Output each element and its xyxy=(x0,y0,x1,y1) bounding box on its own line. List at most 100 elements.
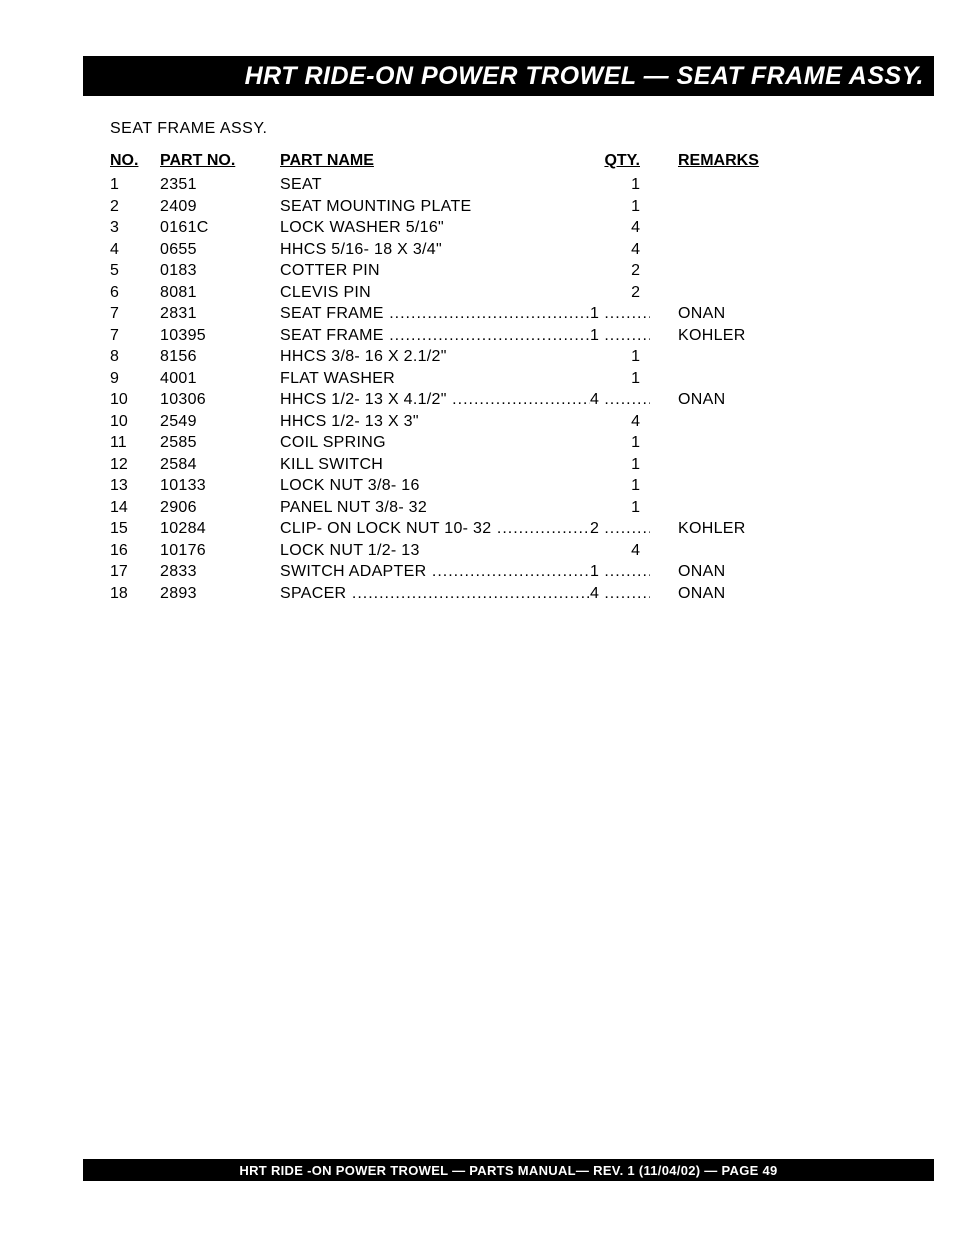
cell-no: 7 xyxy=(110,303,160,325)
cell-partno: 0161C xyxy=(160,217,280,239)
col-header-remarks: REMARKS xyxy=(650,152,770,170)
header-bar: HRT RIDE-ON POWER TROWEL — SEAT FRAME AS… xyxy=(83,56,934,96)
cell-partname: SEAT MOUNTING PLATE xyxy=(280,196,590,218)
cell-partname: PANEL NUT 3/8- 32 xyxy=(280,497,590,519)
cell-partno: 2351 xyxy=(160,174,280,196)
section-subtitle: SEAT FRAME ASSY. xyxy=(110,120,267,138)
cell-partno: 2409 xyxy=(160,196,280,218)
cell-partno: 0655 xyxy=(160,239,280,261)
table-row: 68081CLEVIS PIN2 xyxy=(110,282,770,304)
cell-qty: 1 xyxy=(590,475,650,497)
cell-no: 5 xyxy=(110,260,160,282)
cell-partno: 10284 xyxy=(160,518,280,540)
cell-qty: 2 xyxy=(590,260,650,282)
cell-qty: 1 xyxy=(590,432,650,454)
table-header-row: NO. PART NO. PART NAME QTY. REMARKS xyxy=(110,152,770,170)
cell-partno: 10306 xyxy=(160,389,280,411)
cell-partname: CLEVIS PIN xyxy=(280,282,590,304)
cell-no: 17 xyxy=(110,561,160,583)
cell-partno: 2831 xyxy=(160,303,280,325)
page-title: HRT RIDE-ON POWER TROWEL — SEAT FRAME AS… xyxy=(245,62,924,91)
cell-no: 13 xyxy=(110,475,160,497)
table-row: 94001FLAT WASHER1 xyxy=(110,368,770,390)
cell-partname: HHCS 3/8- 16 X 2.1/2" xyxy=(280,346,590,368)
cell-partname: FLAT WASHER xyxy=(280,368,590,390)
cell-remarks: ONAN xyxy=(650,389,770,411)
col-header-partno: PART NO. xyxy=(160,152,280,170)
table-row: 88156HHCS 3/8- 16 X 2.1/2"1 xyxy=(110,346,770,368)
cell-partname: LOCK NUT 3/8- 16 xyxy=(280,475,590,497)
cell-no: 15 xyxy=(110,518,160,540)
cell-qty: 4 xyxy=(590,239,650,261)
cell-partno: 0183 xyxy=(160,260,280,282)
footer-bar: HRT RIDE -ON POWER TROWEL — PARTS MANUAL… xyxy=(83,1159,934,1181)
table-row: 182893SPACER4ONAN xyxy=(110,583,770,605)
table-row: 172833SWITCH ADAPTER1ONAN xyxy=(110,561,770,583)
cell-no: 16 xyxy=(110,540,160,562)
cell-partname: HHCS 1/2- 13 X 3" xyxy=(280,411,590,433)
cell-partname: SEAT FRAME xyxy=(280,325,590,347)
cell-partno: 4001 xyxy=(160,368,280,390)
cell-no: 10 xyxy=(110,389,160,411)
cell-qty: 1 xyxy=(590,454,650,476)
table-row: 102549HHCS 1/2- 13 X 3"4 xyxy=(110,411,770,433)
cell-no: 18 xyxy=(110,583,160,605)
cell-partno: 2893 xyxy=(160,583,280,605)
cell-partno: 10176 xyxy=(160,540,280,562)
cell-remarks: KOHLER xyxy=(650,518,770,540)
parts-table: NO. PART NO. PART NAME QTY. REMARKS 1 235… xyxy=(110,152,770,604)
cell-remarks: KOHLER xyxy=(650,325,770,347)
cell-no: 12 xyxy=(110,454,160,476)
cell-no: 7 xyxy=(110,325,160,347)
cell-qty: 1 xyxy=(590,325,650,347)
table-row: 22409SEAT MOUNTING PLATE1 xyxy=(110,196,770,218)
cell-partno: 2584 xyxy=(160,454,280,476)
table-row: 710395SEAT FRAME1KOHLER xyxy=(110,325,770,347)
cell-partno: 8081 xyxy=(160,282,280,304)
cell-no: 9 xyxy=(110,368,160,390)
col-header-partname: PART NAME xyxy=(280,152,590,170)
cell-qty: 1 xyxy=(590,196,650,218)
cell-qty: 4 xyxy=(590,540,650,562)
cell-partname: COIL SPRING xyxy=(280,432,590,454)
cell-partname: SEAT xyxy=(280,174,590,196)
cell-partname: LOCK WASHER 5/16" xyxy=(280,217,590,239)
table-row: 1610176LOCK NUT 1/2- 134 xyxy=(110,540,770,562)
cell-no: 2 xyxy=(110,196,160,218)
cell-partname: SWITCH ADAPTER xyxy=(280,561,590,583)
table-row: 40655HHCS 5/16- 18 X 3/4"4 xyxy=(110,239,770,261)
table-row: 142906PANEL NUT 3/8- 321 xyxy=(110,497,770,519)
table-row: 112585COIL SPRING1 xyxy=(110,432,770,454)
col-header-qty: QTY. xyxy=(590,152,650,170)
cell-partno: 10133 xyxy=(160,475,280,497)
table-row: 50183COTTER PIN2 xyxy=(110,260,770,282)
cell-remarks: ONAN xyxy=(650,561,770,583)
table-row: 1510284CLIP- ON LOCK NUT 10- 322KOHLER xyxy=(110,518,770,540)
cell-partname: CLIP- ON LOCK NUT 10- 32 xyxy=(280,518,590,540)
cell-qty: 4 xyxy=(590,217,650,239)
table-row: 122584KILL SWITCH1 xyxy=(110,454,770,476)
cell-no: 4 xyxy=(110,239,160,261)
cell-no: 10 xyxy=(110,411,160,433)
table-row: 1010306HHCS 1/2- 13 X 4.1/2"4ONAN xyxy=(110,389,770,411)
cell-qty: 1 xyxy=(590,368,650,390)
cell-qty: 1 xyxy=(590,303,650,325)
cell-no: 6 xyxy=(110,282,160,304)
cell-qty: 4 xyxy=(590,583,650,605)
cell-partno: 2585 xyxy=(160,432,280,454)
table-row: 72831SEAT FRAME1ONAN xyxy=(110,303,770,325)
cell-partname: LOCK NUT 1/2- 13 xyxy=(280,540,590,562)
cell-partno: 2833 xyxy=(160,561,280,583)
cell-qty: 1 xyxy=(590,497,650,519)
cell-qty: 1 xyxy=(590,174,650,196)
cell-qty: 2 xyxy=(590,282,650,304)
cell-partname: HHCS 1/2- 13 X 4.1/2" xyxy=(280,389,590,411)
cell-partname: HHCS 5/16- 18 X 3/4" xyxy=(280,239,590,261)
table-body: 12351SEAT122409SEAT MOUNTING PLATE130161… xyxy=(110,174,770,604)
cell-partno: 2906 xyxy=(160,497,280,519)
cell-remarks: ONAN xyxy=(650,583,770,605)
cell-partno: 2549 xyxy=(160,411,280,433)
cell-partname: SPACER xyxy=(280,583,590,605)
cell-partname: KILL SWITCH xyxy=(280,454,590,476)
cell-no: 8 xyxy=(110,346,160,368)
